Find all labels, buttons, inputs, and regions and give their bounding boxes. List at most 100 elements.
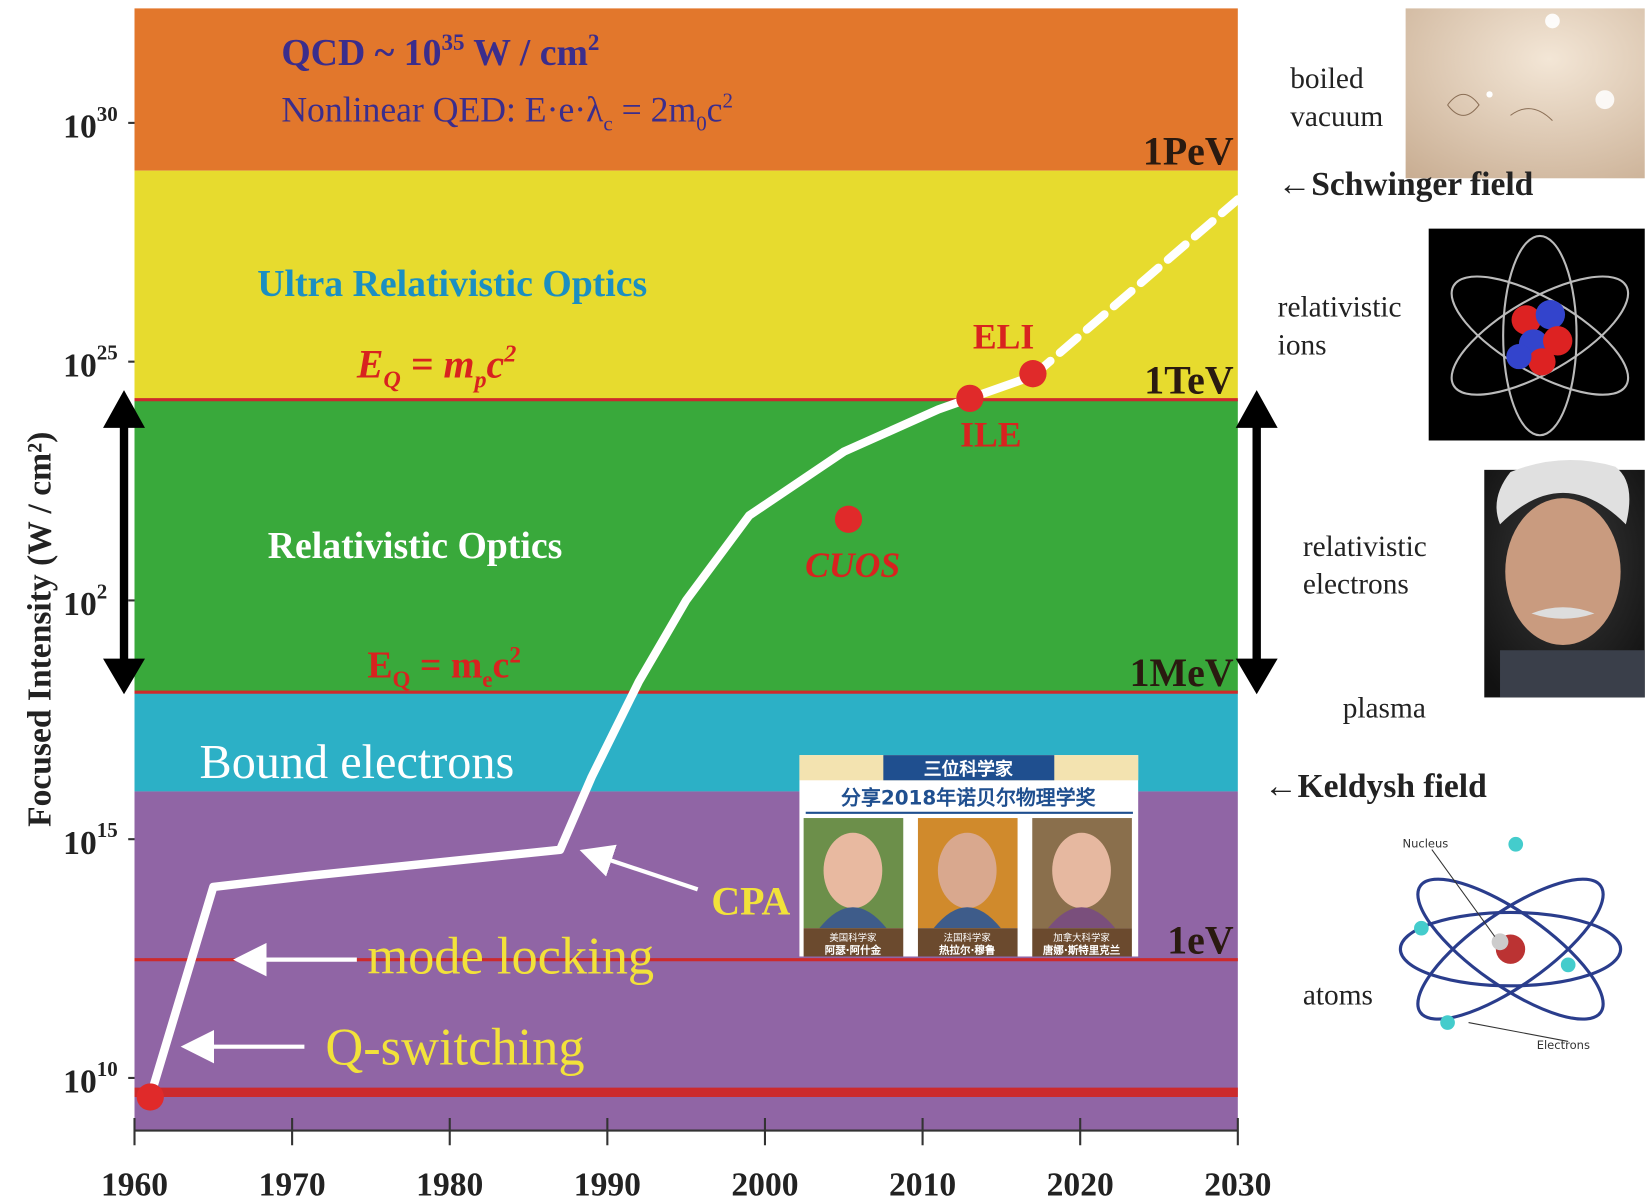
- level-label: 1MeV: [1130, 650, 1234, 695]
- point-label: ILE: [960, 415, 1021, 455]
- x-tick-label: 2000: [731, 1167, 798, 1204]
- annotation: QCD ~ 1035 W / cm2: [281, 29, 599, 74]
- nobel-name: 阿瑟·阿什金: [825, 943, 882, 956]
- side-label: atoms: [1303, 980, 1373, 1012]
- vacuum-image: [1406, 8, 1645, 178]
- y-tick-exponent: 2: [97, 579, 107, 603]
- annotation-part: W / cm: [465, 32, 588, 74]
- annotation-part: Ultra Relativistic Optics: [257, 263, 647, 305]
- y-tick-base: 10: [63, 825, 97, 862]
- annotation-part: Relativistic Optics: [268, 525, 563, 567]
- annotation-part: = m: [401, 342, 475, 387]
- side-label: ←Schwinger field: [1278, 166, 1534, 203]
- x-tick-label: 1990: [574, 1167, 641, 1204]
- annotation-part: 2: [503, 342, 516, 368]
- nobel-name: 唐娜·斯特里克兰: [1043, 943, 1121, 956]
- annotation: EQ = mpc2: [356, 342, 516, 394]
- annotation-part: c: [603, 112, 612, 136]
- annotation-part: c: [707, 90, 723, 130]
- y-tick-base: 10: [63, 586, 97, 623]
- side-label: plasma: [1343, 692, 1426, 724]
- annotation: Nonlinear QED: E·e·λc = 2m0c2: [281, 88, 733, 135]
- annotation-part: 2: [509, 641, 521, 667]
- annotation: Ultra Relativistic Optics: [257, 263, 647, 305]
- data-point: [835, 506, 862, 533]
- side-label: ←Keldysh field: [1264, 768, 1487, 805]
- annotation-part: c: [487, 342, 505, 387]
- y-tick-label: 1030: [63, 102, 118, 146]
- y-axis-title: Focused Intensity (W / cm²): [22, 432, 59, 827]
- y-tick-label: 1025: [63, 341, 118, 385]
- x-tick-label: 2010: [889, 1167, 956, 1204]
- side-label: relativistic: [1303, 531, 1427, 563]
- side-label: boiled: [1290, 63, 1364, 95]
- nobel-name: 热拉尔·穆鲁: [939, 943, 995, 956]
- double-arrow-right: [1236, 390, 1278, 694]
- level-label: 1TeV: [1144, 357, 1234, 402]
- ions-image: [1429, 229, 1645, 441]
- point-label: CUOS: [805, 545, 900, 585]
- y-tick-label: 1015: [63, 818, 118, 862]
- y-tick-base: 10: [63, 1064, 97, 1101]
- annotation-part: Q-switching: [325, 1019, 584, 1077]
- annotation-part: e: [482, 666, 492, 692]
- nobel-country: 加拿大科学家: [1053, 932, 1110, 944]
- annotation-part: Q: [383, 368, 400, 394]
- annotation-part: Q: [393, 666, 411, 692]
- side-label: vacuum: [1290, 101, 1383, 133]
- x-tick-label: 2030: [1204, 1167, 1271, 1204]
- x-tick-label: 1980: [416, 1167, 483, 1204]
- nobel-title: 三位科学家: [924, 758, 1013, 780]
- annotation-part: E: [367, 645, 392, 687]
- annotation: CPA: [711, 879, 790, 924]
- y-tick-label: 102: [63, 579, 107, 623]
- x-tick-label: 1960: [101, 1167, 168, 1204]
- level-label: 1PeV: [1143, 128, 1234, 173]
- data-point: [137, 1083, 164, 1110]
- y-tick-base: 10: [63, 109, 97, 146]
- nobel-inset: 三位科学家 分享2018年诺贝尔物理学奖 美国科学家阿瑟·阿什金法国科学家热拉尔…: [799, 755, 1138, 956]
- nobel-country: 法国科学家: [944, 932, 992, 944]
- x-tick-label: 2020: [1047, 1167, 1114, 1204]
- y-tick-exponent: 10: [97, 1057, 118, 1081]
- figure: 1PeV1TeV1MeV1eV QCD ~ 1035 W / cm2Nonlin…: [0, 0, 1645, 1204]
- annotation-part: = 2m: [613, 90, 697, 130]
- annotation-part: = m: [410, 645, 482, 687]
- annotation-part: 35: [441, 29, 464, 55]
- y-tick-exponent: 30: [97, 102, 118, 126]
- annotation-part: Nonlinear QED: E·e·λ: [281, 90, 604, 130]
- y-tick-label: 1010: [63, 1057, 118, 1101]
- annotation-part: p: [472, 368, 486, 394]
- side-label: ions: [1278, 329, 1327, 361]
- annotation-part: Bound electrons: [200, 736, 515, 789]
- atom-nucleus-label: Nucleus: [1402, 836, 1448, 850]
- annotation: mode locking: [367, 927, 654, 985]
- einstein-image: [1484, 460, 1644, 697]
- x-tick-label: 1970: [259, 1167, 326, 1204]
- annotation: Relativistic Optics: [268, 525, 563, 567]
- annotation-part: 2: [723, 88, 733, 112]
- side-label: relativistic: [1278, 292, 1402, 324]
- annotation-part: QCD ~ 10: [281, 32, 441, 74]
- annotation-part: 2: [588, 29, 600, 55]
- data-point: [1019, 360, 1046, 387]
- annotation: Bound electrons: [200, 736, 515, 789]
- annotation: Q-switching: [325, 1019, 584, 1077]
- point-label: ELI: [973, 317, 1034, 357]
- atom-electrons-label: Electrons: [1537, 1038, 1590, 1052]
- side-label: electrons: [1303, 569, 1409, 601]
- nobel-subtitle: 分享2018年诺贝尔物理学奖: [841, 785, 1096, 809]
- y-tick-base: 10: [63, 347, 97, 384]
- annotation: EQ = mec2: [367, 641, 521, 692]
- data-point: [956, 385, 983, 412]
- annotation-part: E: [356, 342, 384, 387]
- level-label: 1eV: [1167, 917, 1234, 962]
- atom-image: Nucleus Electrons: [1395, 829, 1645, 1070]
- page: {"chart_data": { "type": "line", "y_labe…: [0, 0, 1645, 1204]
- y-tick-exponent: 15: [97, 818, 118, 842]
- annotation-part: 0: [696, 112, 706, 136]
- annotation-part: mode locking: [367, 927, 654, 985]
